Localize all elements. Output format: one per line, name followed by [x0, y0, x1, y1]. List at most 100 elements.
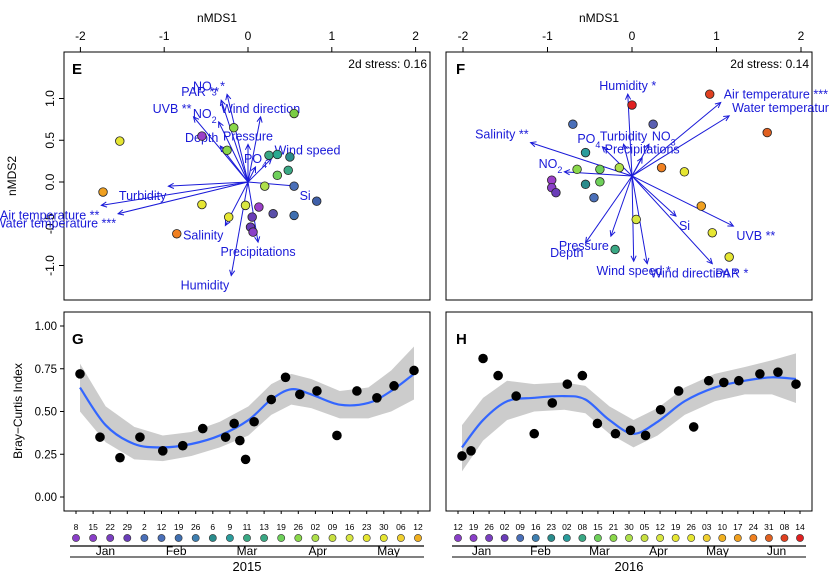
- vector-line: [168, 181, 249, 187]
- vector-label: Humidity *: [599, 79, 656, 93]
- data-point: [332, 430, 342, 441]
- date-tick-label: 8: [74, 522, 79, 532]
- vector-label: UVB **: [153, 102, 192, 116]
- date-tick-label: 29: [123, 522, 133, 532]
- vector-arrowhead: [192, 115, 200, 123]
- data-point: [655, 404, 666, 415]
- data-point: [703, 375, 714, 386]
- date-tick-label: 15: [88, 522, 98, 532]
- vector-label: NO3: [652, 129, 676, 147]
- month-label: Apr: [649, 544, 668, 558]
- date-tick-label: 12: [655, 522, 665, 532]
- date-tick-label: 19: [671, 522, 681, 532]
- period-dot: [765, 534, 773, 542]
- date-tick-label: 08: [780, 522, 790, 532]
- date-tick-label: 14: [795, 522, 805, 532]
- data-point: [389, 381, 399, 391]
- date-tick-label: 12: [157, 522, 167, 532]
- month-label: Feb: [166, 544, 187, 558]
- sample-point: [248, 227, 258, 237]
- x-tick-label: -2: [458, 29, 469, 43]
- vector-arrowhead: [167, 182, 175, 189]
- vector-arrowhead: [636, 156, 643, 164]
- period-dot: [671, 534, 680, 542]
- data-point: [610, 428, 621, 439]
- month-label: Jan: [96, 544, 115, 558]
- vector-arrowhead: [643, 257, 650, 265]
- sample-point: [222, 145, 232, 155]
- period-dot: [379, 534, 388, 542]
- period-dot: [749, 534, 758, 542]
- vector-label: Turbidity: [600, 129, 648, 143]
- data-point: [718, 377, 729, 388]
- date-tick-label: 08: [578, 522, 588, 532]
- data-point: [135, 432, 145, 442]
- sample-point: [572, 164, 582, 175]
- vector-label: PO4: [577, 132, 600, 150]
- sample-point: [285, 152, 295, 162]
- vector-label: Salinity: [183, 228, 224, 242]
- date-tick-label: 09: [515, 522, 525, 532]
- vector-arrowhead: [670, 210, 677, 217]
- period-dot: [260, 534, 268, 542]
- vector-line: [220, 100, 249, 183]
- data-point: [511, 391, 521, 401]
- sample-point: [707, 228, 717, 238]
- date-tick-label: 22: [105, 522, 115, 532]
- vector-label: PO4: [244, 152, 267, 170]
- sample-point: [705, 89, 715, 99]
- period-dot: [547, 534, 556, 542]
- vector-arrowhead: [621, 143, 628, 151]
- date-tick-label: 16: [345, 522, 355, 532]
- data-point: [773, 367, 783, 377]
- sample-point: [240, 200, 251, 211]
- date-tick-label: 26: [484, 522, 494, 532]
- confidence-band: [462, 353, 796, 472]
- vector-line: [631, 175, 677, 217]
- date-tick-label: 11: [243, 522, 252, 532]
- x-tick-label: 2: [798, 29, 805, 43]
- vector-line: [631, 115, 730, 177]
- data-point: [352, 386, 362, 396]
- vector-label: Water temperature ***: [732, 101, 829, 115]
- year-label: 2015: [233, 559, 262, 574]
- sample-point: [197, 199, 207, 210]
- vector-line: [226, 94, 249, 183]
- vector-arrowhead: [529, 141, 537, 148]
- sample-point: [254, 202, 264, 212]
- vector-label: NO3 *: [193, 79, 225, 97]
- period-dot: [243, 534, 251, 542]
- sample-point: [762, 127, 772, 138]
- vector-line: [218, 121, 249, 183]
- y-tick-label: 0.25: [35, 449, 57, 461]
- stress-label: 2d stress: 0.14: [730, 57, 809, 71]
- vector-arrowhead: [219, 99, 226, 107]
- month-label: Jun: [767, 544, 786, 558]
- y-tick-label: 0.00: [35, 492, 57, 504]
- date-tick-label: 12: [413, 522, 423, 532]
- vector-label: Wind speed: [274, 144, 340, 158]
- period-dot: [89, 534, 97, 542]
- data-point: [75, 369, 85, 379]
- x-tick-label: -1: [159, 29, 170, 43]
- period-dot: [208, 534, 217, 542]
- month-label: Apr: [308, 544, 327, 558]
- sample-point: [283, 165, 293, 176]
- vector-arrowhead: [225, 93, 232, 101]
- period-dot: [516, 534, 525, 542]
- data-point: [177, 440, 188, 451]
- x-tick-label: -2: [75, 29, 86, 43]
- period-dot: [733, 534, 742, 542]
- sample-point: [656, 162, 667, 173]
- vector-line: [101, 181, 249, 206]
- period-dot: [454, 534, 462, 542]
- vector-arrowhead: [714, 101, 722, 109]
- confidence-band: [80, 346, 414, 462]
- period-dot: [414, 534, 422, 542]
- period-dot: [594, 534, 602, 542]
- vector-arrowhead: [723, 115, 731, 122]
- data-point: [249, 416, 259, 427]
- period-dot: [106, 534, 115, 542]
- x-tick-label: -1: [542, 29, 553, 43]
- vector-label: Wind speed *: [597, 264, 671, 278]
